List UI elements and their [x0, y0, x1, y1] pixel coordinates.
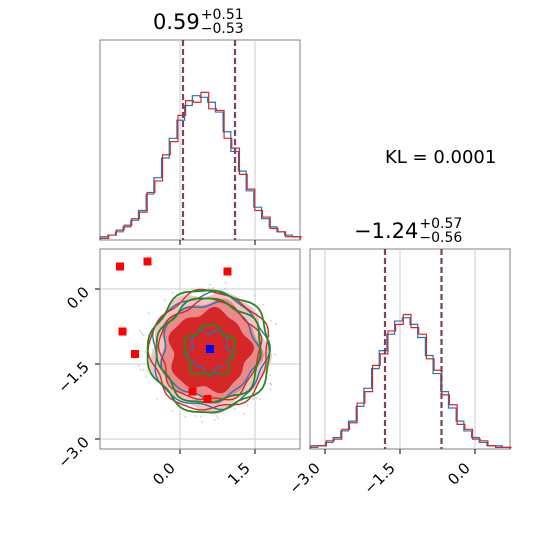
- joint-sample-dot: [224, 281, 227, 284]
- joint-red-square-marker: [203, 395, 212, 403]
- joint-sample-dot: [269, 382, 272, 385]
- param2-title: −1.24 +0.57 −0.56: [354, 217, 462, 245]
- joint-sample-dot: [171, 410, 174, 413]
- joint-sample-dot: [142, 368, 145, 371]
- param1-minus: −0.53: [200, 21, 244, 37]
- joint-sample-dot: [243, 413, 246, 416]
- joint-ytick-label: −3.0: [54, 433, 92, 471]
- param2-hist-frame: [309, 248, 511, 450]
- joint-sample-dot: [252, 397, 255, 400]
- joint-sample-dot: [182, 289, 185, 292]
- joint-contour-line: [155, 297, 262, 404]
- param2-hist-series-b: [309, 313, 513, 450]
- joint-sample-dot: [213, 419, 216, 422]
- joint-sample-dot: [144, 350, 147, 353]
- param1-median: 0.59: [153, 10, 200, 34]
- param2-hist-xtick-label: −1.5: [360, 459, 398, 497]
- joint-ytick-label: −1.5: [54, 358, 92, 396]
- joint-sample-dot: [140, 332, 143, 335]
- joint-sample-dot: [147, 312, 150, 315]
- joint-sample-dot: [163, 299, 166, 302]
- param1-title: 0.59 +0.51 −0.53: [153, 8, 244, 36]
- joint-sample-dot: [208, 283, 211, 286]
- joint-sample-dot: [224, 287, 227, 290]
- joint-sample-dot: [268, 335, 271, 338]
- param1-hist-series-b: [99, 91, 302, 241]
- param1-plus: +0.51: [200, 7, 244, 23]
- joint-sample-dot: [142, 334, 145, 337]
- param2-hist-xtick-label: 0.0: [444, 459, 474, 489]
- joint-red-square-marker: [118, 327, 127, 336]
- joint-ytick-label: 0.0: [63, 283, 93, 313]
- joint-sample-dot: [212, 287, 215, 290]
- joint-red-square-marker: [131, 350, 139, 358]
- joint-sample-dot: [270, 383, 273, 386]
- joint-red-square-marker: [143, 257, 152, 266]
- joint-sample-dot: [274, 323, 277, 326]
- joint-sample-dot: [201, 420, 204, 423]
- joint-xtick-label: 0.0: [149, 459, 179, 489]
- joint-sample-dot: [202, 291, 205, 294]
- joint-contour-line: [157, 297, 263, 401]
- joint-sample-dot: [255, 397, 258, 400]
- joint-sample-dot: [274, 353, 277, 356]
- joint-contour-line: [146, 289, 271, 414]
- joint-sample-dot: [156, 397, 159, 400]
- joint-red-square-marker: [116, 262, 124, 271]
- joint-sample-dot: [270, 319, 273, 322]
- param2-plus: +0.57: [419, 216, 463, 232]
- param2-hist-series-a: [309, 317, 511, 449]
- joint-sample-dot: [145, 375, 148, 378]
- joint-sample-dot: [184, 415, 187, 418]
- joint-sample-dot: [269, 374, 272, 377]
- joint-contour-line: [186, 325, 236, 377]
- joint-blue-square-marker: [206, 345, 214, 353]
- joint-xtick-label: 1.5: [224, 459, 254, 489]
- param1-hist-frame: [99, 39, 301, 241]
- joint-contour-line: [183, 324, 236, 376]
- joint-sample-dot: [253, 294, 256, 297]
- joint-red-square-marker: [223, 267, 232, 276]
- kl-label: KL = 0.0001: [385, 147, 497, 168]
- joint-sample-dot: [139, 368, 142, 371]
- joint-sample-dot: [259, 397, 262, 400]
- joint-red-square-marker: [188, 387, 197, 396]
- joint-sample-dot: [233, 407, 236, 410]
- joint-sample-dot: [246, 404, 249, 407]
- param2-median: −1.24: [354, 219, 419, 243]
- joint-sample-dot: [137, 364, 140, 367]
- joint-sample-dot: [262, 303, 265, 306]
- param2-hist-xtick-label: −3.0: [285, 459, 323, 497]
- joint-sample-dot: [146, 369, 149, 372]
- param1-hist-series-a: [99, 95, 301, 240]
- joint-sample-dot: [217, 417, 220, 420]
- joint-sample-dot: [194, 414, 197, 417]
- joint-sample-dot: [215, 414, 218, 417]
- param2-minus: −0.56: [419, 230, 463, 246]
- joint-sample-dot: [200, 415, 203, 418]
- joint-sample-dot: [253, 396, 256, 399]
- joint-sample-dot: [151, 349, 154, 352]
- joint-sample-dot: [139, 329, 142, 332]
- joint-sample-dot: [191, 288, 194, 291]
- joint-frame-border: [99, 248, 301, 450]
- joint-sample-dot: [207, 287, 210, 290]
- joint-sample-dot: [269, 388, 272, 391]
- joint-sample-dot: [171, 291, 174, 294]
